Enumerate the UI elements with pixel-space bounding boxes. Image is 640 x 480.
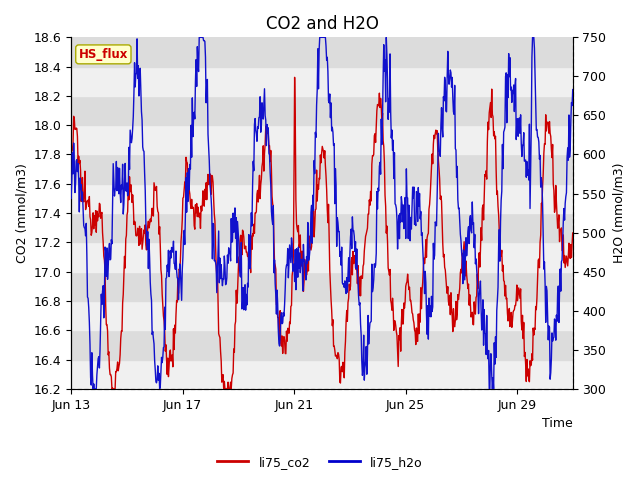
Bar bbox=[71, 184, 573, 213]
Bar bbox=[71, 272, 573, 301]
Bar bbox=[71, 213, 573, 242]
Text: HS_flux: HS_flux bbox=[79, 48, 128, 61]
Bar bbox=[71, 330, 573, 360]
Legend: li75_co2, li75_h2o: li75_co2, li75_h2o bbox=[212, 451, 428, 474]
Y-axis label: H2O (mmol/m3): H2O (mmol/m3) bbox=[612, 163, 625, 264]
Bar bbox=[71, 37, 573, 67]
Y-axis label: CO2 (mmol/m3): CO2 (mmol/m3) bbox=[15, 163, 28, 263]
Bar bbox=[71, 96, 573, 125]
Bar bbox=[71, 155, 573, 184]
Text: Time: Time bbox=[542, 417, 573, 430]
Bar bbox=[71, 242, 573, 272]
Bar bbox=[71, 360, 573, 389]
Bar bbox=[71, 67, 573, 96]
Bar bbox=[71, 125, 573, 155]
Title: CO2 and H2O: CO2 and H2O bbox=[266, 15, 378, 33]
Bar bbox=[71, 301, 573, 330]
